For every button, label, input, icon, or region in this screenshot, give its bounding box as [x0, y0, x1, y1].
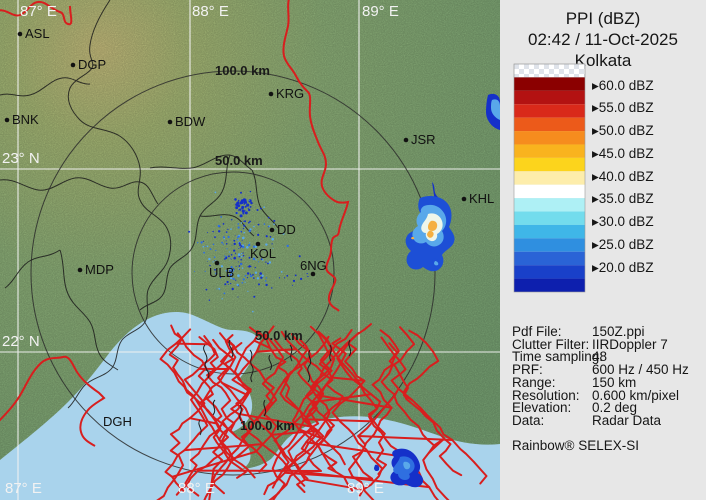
svg-text:100.0 km: 100.0 km	[240, 418, 295, 433]
svg-text:KHL: KHL	[469, 191, 494, 206]
svg-text:BNK: BNK	[12, 112, 39, 127]
svg-text:87° E: 87° E	[5, 480, 42, 497]
svg-text:87° E: 87° E	[20, 3, 57, 20]
svg-text:Radar Data: Radar Data	[592, 413, 662, 428]
svg-text:100.0 km: 100.0 km	[215, 63, 270, 78]
svg-text:MDP: MDP	[85, 262, 114, 277]
svg-text:DD: DD	[277, 222, 296, 237]
svg-text:▸25.0 dBZ: ▸25.0 dBZ	[592, 237, 654, 252]
svg-text:6NG: 6NG	[300, 258, 327, 273]
svg-text:▸30.0 dBZ: ▸30.0 dBZ	[592, 214, 654, 229]
svg-text:▸40.0 dBZ: ▸40.0 dBZ	[592, 169, 654, 184]
svg-text:▸50.0 dBZ: ▸50.0 dBZ	[592, 123, 654, 138]
svg-text:PPI (dBZ): PPI (dBZ)	[566, 9, 641, 28]
svg-text:50.0 km: 50.0 km	[255, 328, 303, 343]
svg-text:▸20.0 dBZ: ▸20.0 dBZ	[592, 260, 654, 275]
svg-text:BDW: BDW	[175, 114, 206, 129]
svg-text:02:42 / 11-Oct-2025: 02:42 / 11-Oct-2025	[528, 30, 678, 49]
svg-text:Data:: Data:	[512, 413, 544, 428]
svg-text:▸55.0 dBZ: ▸55.0 dBZ	[592, 100, 654, 115]
svg-text:89° E: 89° E	[362, 3, 399, 20]
svg-text:88° E: 88° E	[192, 3, 229, 20]
svg-text:ASL: ASL	[25, 26, 50, 41]
svg-text:▸60.0 dBZ: ▸60.0 dBZ	[592, 78, 654, 93]
svg-text:DGH: DGH	[103, 414, 132, 429]
svg-text:DGP: DGP	[78, 57, 106, 72]
svg-text:ULB: ULB	[209, 265, 234, 280]
svg-text:22° N: 22° N	[2, 333, 40, 350]
svg-text:KRG: KRG	[276, 86, 304, 101]
svg-text:50.0 km: 50.0 km	[215, 153, 263, 168]
svg-text:23° N: 23° N	[2, 150, 40, 167]
svg-text:▸35.0 dBZ: ▸35.0 dBZ	[592, 191, 654, 206]
svg-text:Rainbow® SELEX-SI: Rainbow® SELEX-SI	[512, 438, 639, 453]
svg-text:▸45.0 dBZ: ▸45.0 dBZ	[592, 146, 654, 161]
svg-text:88° E: 88° E	[178, 480, 215, 497]
svg-text:JSR: JSR	[411, 132, 436, 147]
svg-text:KOL: KOL	[250, 246, 276, 261]
svg-text:89° E: 89° E	[347, 480, 384, 497]
